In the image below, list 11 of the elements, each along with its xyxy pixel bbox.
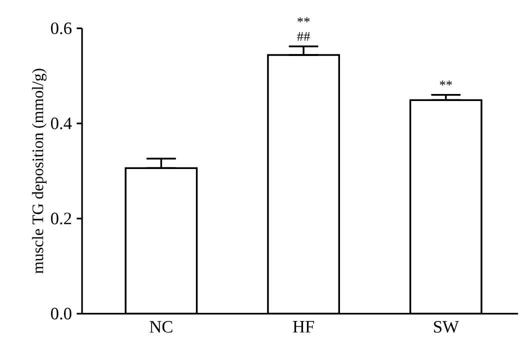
y-tick-label: 0.0 [51,308,72,320]
x-tick-label: SW [434,321,459,333]
annotation: ** [440,80,452,86]
x-tick-label: NC [150,321,172,333]
y-tick-label: 0.2 [51,212,72,224]
y-tick-label: 0.4 [51,118,72,130]
x-tick-label: HF [292,321,314,332]
annotation: ## [297,32,310,41]
annotation: ** [298,17,310,22]
y-tick-label: 0.6 [51,22,72,34]
y-axis-title: muscle TG deposition (mmol/g) [32,68,47,274]
